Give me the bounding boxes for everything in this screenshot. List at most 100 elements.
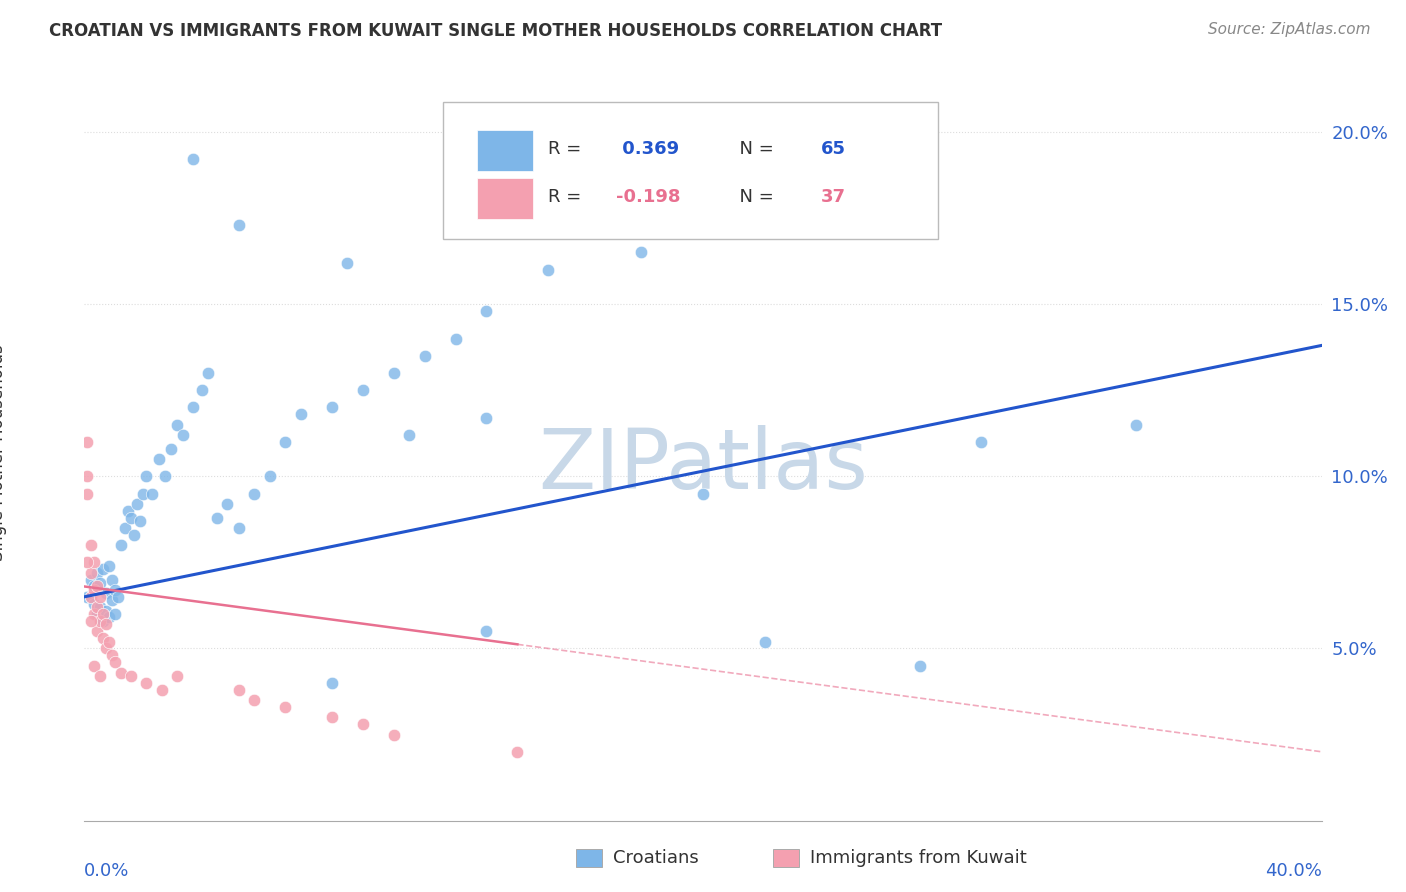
Point [274, 434, 297, 449]
Point [86, 579, 108, 593]
Point [172, 428, 194, 442]
Point [475, 410, 498, 425]
Point [382, 727, 405, 741]
Point [352, 717, 374, 731]
Point [89, 614, 111, 628]
Point [91, 562, 114, 576]
Point [79, 573, 101, 587]
Text: 0.0%: 0.0% [84, 862, 129, 880]
Point [83, 597, 105, 611]
Point [98, 634, 121, 648]
Point [135, 469, 157, 483]
Point [630, 245, 652, 260]
Point [160, 442, 183, 456]
Point [101, 573, 124, 587]
FancyBboxPatch shape [477, 178, 533, 219]
Point [110, 538, 132, 552]
Point [754, 634, 776, 648]
Point [114, 521, 136, 535]
Point [166, 669, 188, 683]
Text: 0.369: 0.369 [616, 139, 679, 158]
Point [110, 665, 132, 680]
Point [76, 486, 98, 500]
Point [89, 600, 111, 615]
Point [83, 658, 105, 673]
Point [104, 582, 127, 597]
Point [1125, 417, 1147, 432]
Point [321, 710, 343, 724]
Text: ZIPatlas: ZIPatlas [538, 425, 868, 506]
Point [444, 332, 467, 346]
Point [215, 497, 238, 511]
Point [101, 593, 124, 607]
Text: 37: 37 [821, 187, 845, 206]
Point [79, 538, 101, 552]
Point [86, 566, 108, 580]
Point [908, 658, 931, 673]
Point [181, 401, 204, 415]
Point [243, 693, 266, 707]
Point [122, 528, 145, 542]
Point [104, 607, 127, 621]
Point [104, 655, 127, 669]
Point [259, 469, 281, 483]
Point [120, 669, 142, 683]
Point [89, 669, 111, 683]
Text: N =: N = [728, 187, 779, 206]
Text: N =: N = [728, 139, 779, 158]
Point [475, 304, 498, 318]
Point [191, 383, 214, 397]
Point [107, 590, 129, 604]
Point [125, 497, 148, 511]
Point [91, 614, 114, 628]
Point [228, 218, 250, 232]
Point [321, 401, 343, 415]
Point [398, 428, 420, 442]
Point [83, 579, 105, 593]
Point [692, 486, 714, 500]
Point [166, 417, 188, 432]
Point [141, 486, 163, 500]
Point [132, 486, 155, 500]
Text: Single Mother Households: Single Mother Households [0, 343, 7, 560]
Point [79, 590, 101, 604]
Point [83, 607, 105, 621]
Point [79, 614, 101, 628]
FancyBboxPatch shape [477, 130, 533, 171]
Point [413, 349, 436, 363]
Point [274, 700, 297, 714]
Point [89, 590, 111, 604]
Point [86, 624, 108, 639]
Point [321, 676, 343, 690]
Point [86, 600, 108, 615]
Text: CROATIAN VS IMMIGRANTS FROM KUWAIT SINGLE MOTHER HOUSEHOLDS CORRELATION CHART: CROATIAN VS IMMIGRANTS FROM KUWAIT SINGL… [49, 22, 942, 40]
Point [290, 407, 312, 421]
Point [76, 469, 98, 483]
Text: -0.198: -0.198 [616, 187, 681, 206]
Text: 40.0%: 40.0% [1265, 862, 1322, 880]
Text: R =: R = [548, 187, 588, 206]
Point [120, 510, 142, 524]
Text: Source: ZipAtlas.com: Source: ZipAtlas.com [1208, 22, 1371, 37]
Point [207, 510, 229, 524]
Point [537, 262, 560, 277]
Point [475, 624, 498, 639]
Point [76, 590, 98, 604]
Point [76, 434, 98, 449]
Point [79, 590, 101, 604]
Text: R =: R = [548, 139, 588, 158]
Text: Immigrants from Kuwait: Immigrants from Kuwait [810, 849, 1026, 867]
Point [86, 607, 108, 621]
Point [228, 521, 250, 535]
Point [94, 641, 117, 656]
Point [336, 256, 359, 270]
Point [94, 617, 117, 632]
Point [94, 604, 117, 618]
Point [148, 452, 170, 467]
Point [129, 514, 152, 528]
Text: 65: 65 [821, 139, 845, 158]
Point [98, 558, 121, 573]
Point [506, 745, 529, 759]
Point [970, 434, 993, 449]
Point [197, 366, 219, 380]
